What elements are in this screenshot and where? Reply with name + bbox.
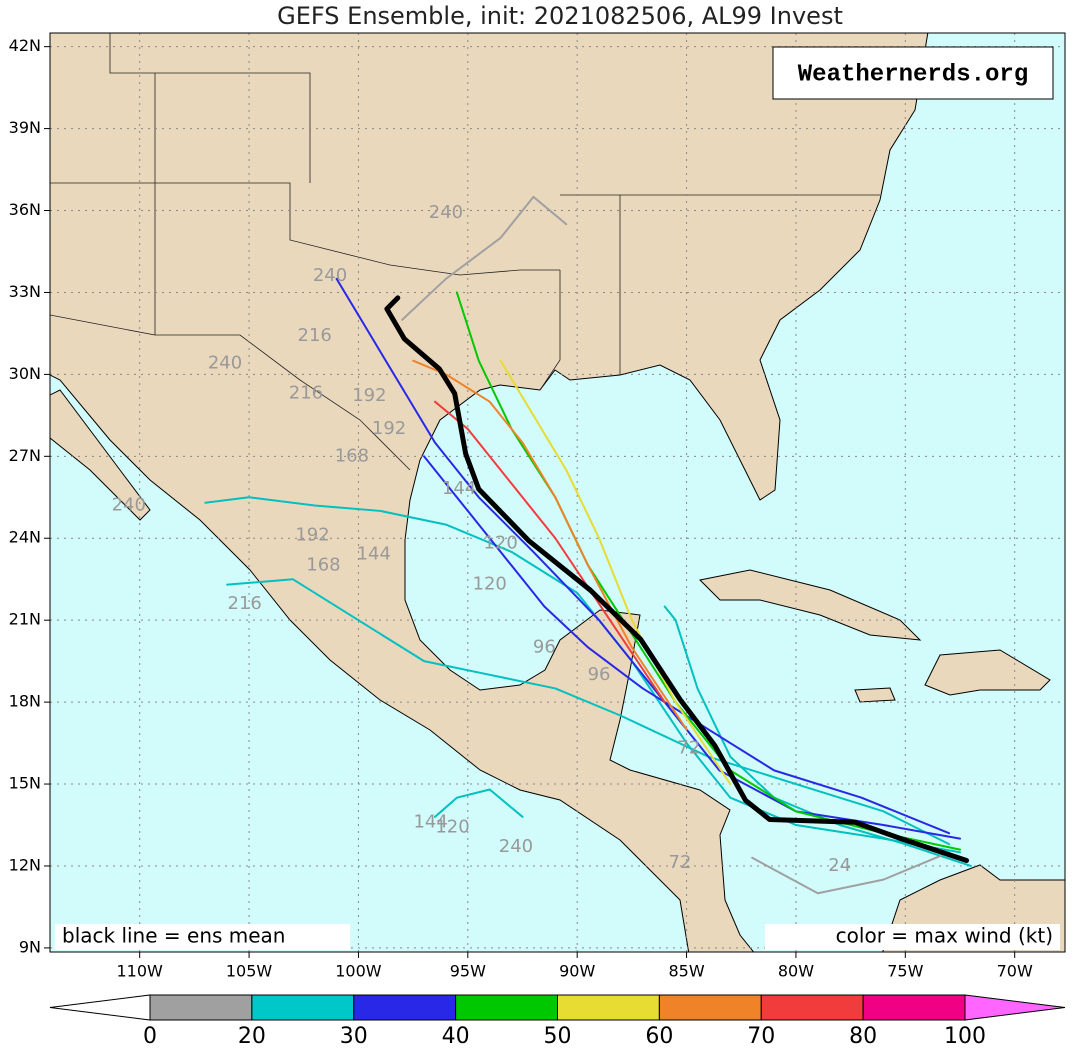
hour-label: 192 xyxy=(352,385,386,406)
hour-label: 96 xyxy=(533,636,556,657)
y-tick-label: 27N xyxy=(9,446,41,465)
hour-label: 240 xyxy=(499,836,533,857)
colorbar-label: 80 xyxy=(849,1024,877,1049)
hour-label: 192 xyxy=(295,525,329,546)
x-tick-label: 70W xyxy=(997,962,1033,981)
y-tick-label: 33N xyxy=(9,282,41,301)
colorbar-segment xyxy=(455,994,558,1021)
colorbar-label: 70 xyxy=(747,1024,775,1049)
hour-label: 240 xyxy=(429,202,463,223)
tracks xyxy=(204,195,972,895)
hour-label: 144 xyxy=(442,478,476,499)
colorbar-label: 20 xyxy=(238,1024,266,1049)
y-tick-label: 9N xyxy=(19,937,41,956)
track xyxy=(751,851,951,895)
x-tick-label: 95W xyxy=(450,962,486,981)
track xyxy=(384,295,970,864)
hour-label: 24 xyxy=(828,855,851,876)
hour-label: 120 xyxy=(483,533,517,554)
track xyxy=(204,496,961,854)
note: black line = ens mean xyxy=(62,924,286,948)
hour-label: 240 xyxy=(313,265,347,286)
note-box xyxy=(55,924,350,950)
y-tick-label: 12N xyxy=(9,855,41,874)
x-tick-label: 80W xyxy=(778,962,814,981)
hour-label: 168 xyxy=(306,555,340,576)
colorbar-segment xyxy=(149,994,253,1021)
colorbar-label: 40 xyxy=(442,1024,470,1049)
hour-label: 216 xyxy=(228,593,262,614)
note: color = max wind (kt) xyxy=(836,924,1053,948)
colorbar-label: 100 xyxy=(944,1024,986,1049)
x-tick-label: 85W xyxy=(668,962,704,981)
x-tick-label: 105W xyxy=(226,962,273,981)
hour-label: 240 xyxy=(112,494,146,515)
border xyxy=(155,334,411,471)
track xyxy=(226,578,951,846)
hour-label: 168 xyxy=(335,445,369,466)
track xyxy=(401,195,568,321)
y-tick-label: 15N xyxy=(9,774,41,793)
colorbar-segment xyxy=(862,994,966,1021)
y-tick-label: 21N xyxy=(9,610,41,629)
track xyxy=(499,359,732,786)
track xyxy=(434,788,524,818)
colorbar-label: 0 xyxy=(143,1024,157,1049)
colorbar-label: 30 xyxy=(340,1024,368,1049)
hour-label: 120 xyxy=(435,817,469,838)
track xyxy=(663,605,972,867)
colorbar-segment xyxy=(353,994,457,1021)
y-tick-label: 42N xyxy=(9,36,41,55)
land xyxy=(50,33,929,952)
colorbar-segment xyxy=(557,994,660,1021)
y-tick-label: 30N xyxy=(9,364,41,383)
border xyxy=(50,182,560,276)
y-tick-label: 36N xyxy=(9,200,41,219)
track xyxy=(423,455,951,835)
hour-label: 72 xyxy=(677,738,700,759)
hour-label: 72 xyxy=(669,852,692,873)
border xyxy=(539,270,561,391)
map-frame xyxy=(49,32,1066,953)
hour-label: 240 xyxy=(208,352,242,373)
land xyxy=(50,389,151,521)
colorbar-under xyxy=(49,994,151,1021)
note-box xyxy=(765,924,1060,950)
watermark-box xyxy=(772,46,1054,100)
colorbar-label: 50 xyxy=(544,1024,572,1049)
land xyxy=(698,569,922,641)
y-tick-label: 39N xyxy=(9,118,41,137)
watermark: Weathernerds.org xyxy=(798,61,1028,88)
land xyxy=(924,649,1051,696)
hour-label: 144 xyxy=(413,811,447,832)
hour-label: 144 xyxy=(357,544,391,565)
land xyxy=(854,687,896,703)
colorbar-over xyxy=(964,994,1066,1021)
colorbar-label: 60 xyxy=(645,1024,673,1049)
chart-title: GEFS Ensemble, init: 2021082506, AL99 In… xyxy=(277,2,843,30)
hour-label: 216 xyxy=(298,325,332,346)
x-tick-label: 110W xyxy=(117,962,164,981)
track xyxy=(335,277,961,840)
colorbar-segment xyxy=(760,994,864,1021)
x-tick-label: 75W xyxy=(887,962,923,981)
x-tick-label: 90W xyxy=(559,962,595,981)
track xyxy=(412,359,688,731)
hour-label: 96 xyxy=(588,664,611,685)
y-tick-label: 18N xyxy=(9,692,41,711)
hour-label: 192 xyxy=(372,418,406,439)
colorbar: 0 20 30 40 50 60 70 80 100 xyxy=(49,994,1066,1049)
y-tick-label: 24N xyxy=(9,528,41,547)
colorbar-segment xyxy=(658,994,762,1021)
hour-label: 120 xyxy=(473,574,507,595)
hour-label: 216 xyxy=(289,382,323,403)
border xyxy=(109,33,311,183)
colorbar-segment xyxy=(251,994,355,1021)
x-tick-label: 100W xyxy=(335,962,382,981)
